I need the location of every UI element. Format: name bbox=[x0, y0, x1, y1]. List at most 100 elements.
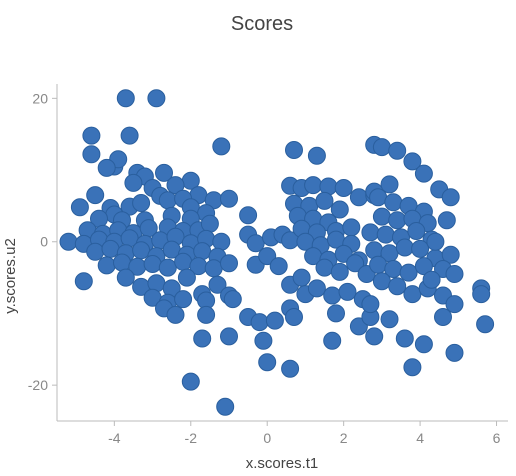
data-point bbox=[327, 304, 345, 323]
data-point bbox=[216, 397, 235, 416]
data-point bbox=[193, 329, 212, 348]
data-point bbox=[86, 186, 105, 205]
data-point bbox=[166, 176, 185, 195]
data-point bbox=[476, 315, 495, 334]
data-point bbox=[239, 206, 258, 225]
data-point bbox=[445, 265, 464, 283]
data-point bbox=[372, 207, 391, 226]
data-point bbox=[158, 191, 177, 210]
data-point bbox=[285, 308, 303, 326]
data-point bbox=[204, 259, 223, 278]
data-point bbox=[174, 290, 193, 309]
data-point bbox=[334, 179, 353, 197]
data-point bbox=[372, 272, 391, 291]
data-point bbox=[258, 353, 277, 372]
data-point bbox=[414, 257, 433, 276]
data-point bbox=[395, 329, 414, 348]
data-point bbox=[101, 239, 120, 258]
data-point bbox=[441, 188, 460, 207]
points bbox=[59, 89, 495, 416]
data-point bbox=[399, 263, 418, 282]
data-point bbox=[212, 137, 231, 156]
data-point bbox=[369, 188, 388, 207]
data-point bbox=[388, 211, 407, 230]
data-point bbox=[174, 252, 193, 271]
axes bbox=[56, 84, 508, 422]
data-point bbox=[250, 313, 269, 332]
data-point bbox=[388, 141, 407, 160]
x-tick-label: -2 bbox=[185, 430, 198, 446]
data-point bbox=[407, 222, 426, 240]
data-point bbox=[346, 254, 365, 273]
data-point bbox=[200, 214, 219, 233]
data-point bbox=[369, 255, 388, 274]
y-tick-label: 0 bbox=[40, 234, 48, 250]
y-axis-label: y.scores.u2 bbox=[2, 238, 19, 314]
x-tick-label: 6 bbox=[493, 430, 501, 446]
data-point bbox=[292, 268, 311, 287]
data-point bbox=[434, 308, 452, 326]
data-point bbox=[395, 238, 414, 257]
data-point bbox=[82, 126, 101, 145]
data-point bbox=[132, 241, 151, 260]
data-point bbox=[147, 89, 166, 108]
data-point bbox=[372, 138, 391, 157]
x-tick-label: 0 bbox=[263, 430, 271, 446]
data-point bbox=[166, 305, 185, 324]
data-point bbox=[437, 211, 456, 230]
data-point bbox=[116, 268, 135, 287]
data-point bbox=[193, 242, 212, 261]
data-point bbox=[223, 290, 242, 309]
data-point bbox=[403, 358, 422, 377]
data-point bbox=[315, 258, 334, 277]
data-point bbox=[411, 239, 430, 258]
data-point bbox=[361, 295, 380, 314]
data-point bbox=[403, 152, 422, 171]
data-point bbox=[208, 275, 227, 294]
data-point bbox=[124, 173, 143, 192]
data-point bbox=[384, 193, 403, 212]
data-point bbox=[74, 272, 93, 291]
data-point bbox=[181, 372, 200, 391]
data-point bbox=[307, 146, 326, 165]
data-point bbox=[116, 89, 135, 108]
data-point bbox=[414, 335, 433, 354]
chart-title: Scores bbox=[231, 13, 293, 35]
data-point bbox=[388, 277, 407, 296]
data-point bbox=[323, 331, 342, 350]
data-point bbox=[403, 285, 422, 304]
y-tick-label: 20 bbox=[32, 90, 48, 106]
data-point bbox=[441, 245, 460, 264]
data-point bbox=[330, 200, 349, 219]
data-point bbox=[269, 257, 288, 276]
data-point bbox=[365, 327, 384, 346]
data-point bbox=[97, 256, 116, 275]
data-point bbox=[158, 258, 177, 277]
data-point bbox=[349, 188, 368, 207]
y-tick-label: -20 bbox=[28, 377, 48, 393]
data-point bbox=[155, 163, 173, 182]
data-point bbox=[265, 311, 284, 330]
data-point bbox=[86, 242, 105, 261]
data-point bbox=[132, 194, 151, 212]
data-point bbox=[220, 189, 238, 208]
data-point bbox=[361, 223, 380, 242]
data-point bbox=[143, 255, 162, 273]
data-point bbox=[445, 295, 464, 314]
data-point bbox=[281, 359, 300, 378]
data-point bbox=[330, 262, 349, 281]
data-point bbox=[258, 247, 277, 266]
data-point bbox=[338, 282, 357, 301]
data-point bbox=[97, 158, 116, 177]
data-point bbox=[472, 285, 491, 304]
data-point bbox=[177, 268, 196, 287]
data-point bbox=[59, 232, 78, 251]
data-point bbox=[70, 198, 89, 217]
data-point bbox=[307, 279, 326, 298]
data-point bbox=[414, 164, 433, 183]
data-point bbox=[315, 191, 334, 210]
data-point bbox=[376, 225, 395, 244]
